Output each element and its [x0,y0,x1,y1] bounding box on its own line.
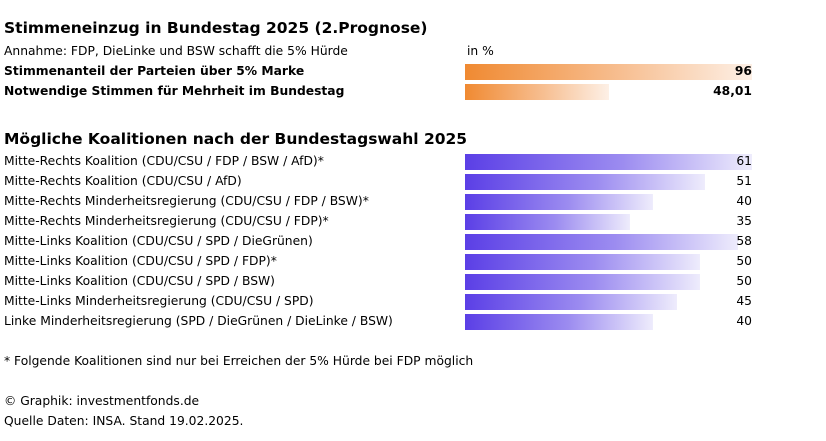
coalition-bar [465,254,700,270]
votes-value: 48,01 [713,84,752,98]
coalition-bar [465,194,653,210]
votes-label: Stimmenanteil der Parteien über 5% Marke [4,64,305,78]
coalition-label: Mitte-Rechts Koalition (CDU/CSU / AfD) [4,174,242,188]
coalition-label: Mitte-Rechts Koalition (CDU/CSU / FDP / … [4,154,324,168]
votes-label: Notwendige Stimmen für Mehrheit im Bunde… [4,84,345,98]
footnote: * Folgende Koalitionen sind nur bei Erre… [4,354,474,368]
coalition-value: 61 [736,154,752,168]
coalition-value: 58 [736,234,752,248]
coalition-bar [465,274,700,290]
coalition-bar [465,214,630,230]
coalition-bar [465,234,738,250]
coalition-value: 40 [736,194,752,208]
coalition-bar [465,294,677,310]
graphic-credit: © Graphik: investmentfonds.de [4,394,200,408]
coalition-value: 40 [736,314,752,328]
votes-bar [465,64,752,80]
coalition-label: Mitte-Links Minderheitsregierung (CDU/CS… [4,294,314,308]
data-source: Quelle Daten: INSA. Stand 19.02.2025. [4,414,244,428]
coalition-value: 35 [736,214,752,228]
coalition-label: Mitte-Links Koalition (CDU/CSU / SPD / D… [4,234,313,248]
coalition-bar [465,154,752,170]
coalition-label: Mitte-Links Koalition (CDU/CSU / SPD / F… [4,254,277,268]
assumption-note: Annahme: FDP, DieLinke und BSW schafft d… [4,44,348,58]
coalition-bar [465,174,705,190]
coalition-label: Mitte-Rechts Minderheitsregierung (CDU/C… [4,194,369,208]
coalition-label: Mitte-Rechts Minderheitsregierung (CDU/C… [4,214,329,228]
coalition-label: Linke Minderheitsregierung (SPD / DieGrü… [4,314,393,328]
coalition-value: 50 [736,254,752,268]
votes-bar [465,84,609,100]
coalition-label: Mitte-Links Koalition (CDU/CSU / SPD / B… [4,274,275,288]
chart-title-coalitions: Mögliche Koalitionen nach der Bundestags… [4,130,468,148]
coalition-bar [465,314,653,330]
votes-value: 96 [734,64,752,78]
coalition-value: 45 [736,294,752,308]
coalition-value: 50 [736,274,752,288]
chart-title-votes: Stimmeneinzug in Bundestag 2025 (2.Progn… [4,19,428,37]
unit-label: in % [467,44,494,58]
coalition-value: 51 [736,174,752,188]
